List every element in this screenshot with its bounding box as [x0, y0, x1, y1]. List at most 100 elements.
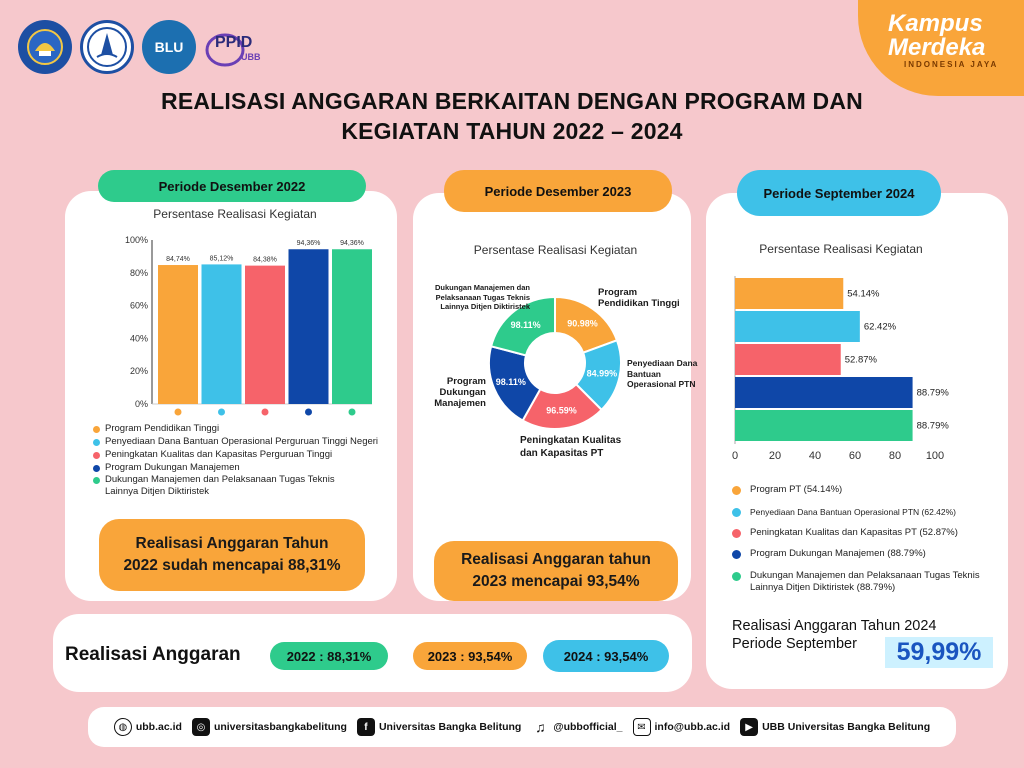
legend-2022-dot [93, 476, 100, 484]
chart-2024-data-label: 62.42% [864, 322, 897, 333]
legend-2022-text: Program Dukungan Manajemen [105, 462, 240, 473]
pie-label-pkk: Peningkatan Kualitas dan Kapasitas PT [520, 434, 621, 460]
ppid-sub-text: UBB [241, 52, 261, 62]
summary-2023-line2: 2023 mencapai 93,54% [472, 573, 640, 590]
pie-label-pdm-1: Program [446, 376, 486, 387]
footer-facebook-text: Universitas Bangka Belitung [378, 721, 522, 733]
legend-2022-dot [93, 425, 100, 433]
footer-youtube-text: UBB Universitas Bangka Belitung [762, 721, 931, 733]
realisasi-label: Realisasi Anggaran [65, 644, 241, 665]
chart-2024-bar [735, 278, 844, 309]
legend-dot-green [732, 572, 741, 581]
chart-2022-category-dot [218, 408, 225, 416]
footer-email-text: info@ubb.ac.id [654, 721, 731, 733]
pie-label-dmp-2: Pelaksanaan Tugas Teknis [435, 292, 530, 302]
globe-icon: ◍ [113, 718, 132, 736]
summary-2022: Realisasi Anggaran Tahun 2022 sudah menc… [99, 519, 365, 591]
pie-label-pdm-3: Manajemen [434, 398, 486, 409]
summary-2024-line2: Periode September [732, 636, 857, 652]
facebook-icon: f [356, 718, 375, 736]
ubb-logo [80, 20, 134, 74]
chart-2024-hbar-chart: 54.14% 62.42% 52.87% 88.79% 88.79% 0 20 40 60 80 1… [732, 276, 950, 462]
legend-2022-item: Penyediaan Dana Bantuan Operasional Perg… [93, 436, 403, 448]
legend-2024-text-1: Program PT (54.14%) [750, 484, 843, 495]
merdeka-text: Merdeka [888, 34, 986, 61]
chart-2024-xtick-label: 20 [769, 450, 781, 462]
summary-2024-value: 59,99% [885, 637, 993, 668]
kampus-merdeka-logo: Kampus Merdeka INDONESIA JAYA [858, 0, 1024, 96]
legend-2022-item: Dukungan Manajemen dan Pelaksanaan Tugas… [93, 474, 363, 498]
chart-2022-ytick-label: 60% [130, 301, 148, 311]
bottom-pill-2023: 2023 : 93,54% [413, 642, 527, 670]
chart-2022-category-dot [348, 408, 356, 416]
legend-2024-item-3: Peningkatan Kualitas dan Kapasitas PT (5… [732, 527, 1024, 539]
legend-2024-text-4: Program Dukungan Manajemen (88.79%) [750, 548, 926, 559]
legend-2024-text-3: Peningkatan Kualitas dan Kapasitas PT (5… [750, 527, 958, 538]
chart-2023-data-label: 90.98% [567, 319, 598, 329]
ppid-logo: PPID UBB [203, 30, 273, 70]
period-2023-pill: Periode Desember 2023 [444, 170, 672, 212]
legend-2022-text: Dukungan Manajemen dan Pelaksanaan Tugas… [105, 474, 335, 497]
legend-2024-text-2: Penyediaan Dana Bantuan Operasional PTN … [750, 507, 957, 517]
chart-2022-category-dot [261, 408, 269, 416]
legend-2022-item: Program Pendidikan Tinggi [93, 423, 403, 435]
pie-label-pkk-1: Peningkatan Kualitas [520, 435, 622, 446]
footer-youtube[interactable]: ▶ UBB Universitas Bangka Belitung [740, 718, 930, 736]
summary-2022-line1: Realisasi Anggaran Tahun [135, 535, 329, 552]
period-2024-pill: Periode September 2024 [737, 170, 941, 216]
legend-2024-item-4: Program Dukungan Manajemen (88.79%) [732, 548, 1024, 560]
chart-2022-ytick-label: 0% [135, 399, 148, 409]
indonesia-jaya-text: INDONESIA JAYA [904, 60, 999, 69]
footer-twitter[interactable]: ♫ @ubbofficial_ [531, 718, 623, 736]
blu-text: BLU [154, 39, 184, 55]
chart-2022-ytick-label: 80% [130, 268, 148, 278]
chart-2023-slice [489, 295, 556, 357]
summary-2023: Realisasi Anggaran tahun 2023 mencapai 9… [434, 541, 678, 601]
summary-2023-line1: Realisasi Anggaran tahun [461, 551, 651, 568]
pie-label-ppt: Program Pendidikan Tinggi [598, 287, 680, 309]
footer-web[interactable]: ◍ ubb.ac.id [113, 718, 182, 736]
legend-dot-lightblue [732, 508, 741, 517]
instagram-icon: ◎ [191, 718, 210, 736]
mail-icon: ✉ [632, 718, 651, 736]
twitter-tiktok-icon: ♫ [531, 718, 550, 736]
legend-2024-item-1: Program PT (54.14%) [732, 484, 1024, 496]
footer-instagram-text: universitasbangkabelitung [213, 721, 347, 733]
chart-2022-title: Persentase Realisasi Kegiatan [153, 207, 317, 221]
chart-2022-category-dot [174, 408, 182, 416]
blu-logo: BLU [142, 20, 196, 74]
chart-2022-data-label: 94,36% [340, 240, 364, 247]
footer-instagram[interactable]: ◎ universitasbangkabelitung [191, 718, 347, 736]
chart-2022-data-label: 85,12% [210, 255, 234, 262]
chart-2022-bar [332, 249, 372, 404]
pie-label-pdb-3: Operasional PTN [627, 379, 696, 389]
ubb-emblem-icon [87, 27, 127, 67]
legend-2022-dot [93, 464, 100, 472]
legend-2022-text: Penyediaan Dana Bantuan Operasional Perg… [105, 436, 379, 447]
kemdikbud-logo [18, 20, 72, 74]
chart-2023-data-label: 98.11% [496, 377, 526, 387]
chart-2024-bar [735, 410, 913, 441]
footer-web-text: ubb.ac.id [135, 721, 182, 733]
tut-wuri-icon [27, 29, 63, 65]
chart-2023-data-label: 96.59% [546, 406, 577, 416]
footer-email[interactable]: ✉ info@ubb.ac.id [632, 718, 731, 736]
chart-2024-data-label: 88.79% [917, 421, 950, 432]
pie-label-pdm-2: Dukungan [439, 387, 486, 398]
period-2022-pill: Periode Desember 2022 [98, 170, 366, 202]
legend-2022-dot [93, 438, 100, 446]
pie-label-pdb-2: Bantuan [627, 368, 661, 379]
pie-label-dmp-3: Lainnya Ditjen Diktiristek [440, 302, 530, 311]
bottom-pill-2024: 2024 : 93,54% [543, 640, 669, 672]
pie-label-dmp-1: Dukungan Manajemen dan [434, 283, 530, 292]
chart-2024-data-label: 88.79% [917, 388, 950, 399]
chart-2023-title: Persentase Realisasi Kegiatan [473, 243, 638, 257]
legend-2022-text: Peningkatan Kualitas dan Kapasitas Pergu… [105, 449, 333, 460]
chart-2024-bar [735, 311, 860, 342]
chart-2024-xtick-label: 0 [732, 450, 738, 462]
chart-2022-ytick-label: 40% [130, 333, 148, 343]
legend-2022-item: Program Dukungan Manajemen [93, 462, 403, 474]
chart-2024-bar [735, 377, 913, 408]
footer-facebook[interactable]: f Universitas Bangka Belitung [356, 718, 522, 736]
